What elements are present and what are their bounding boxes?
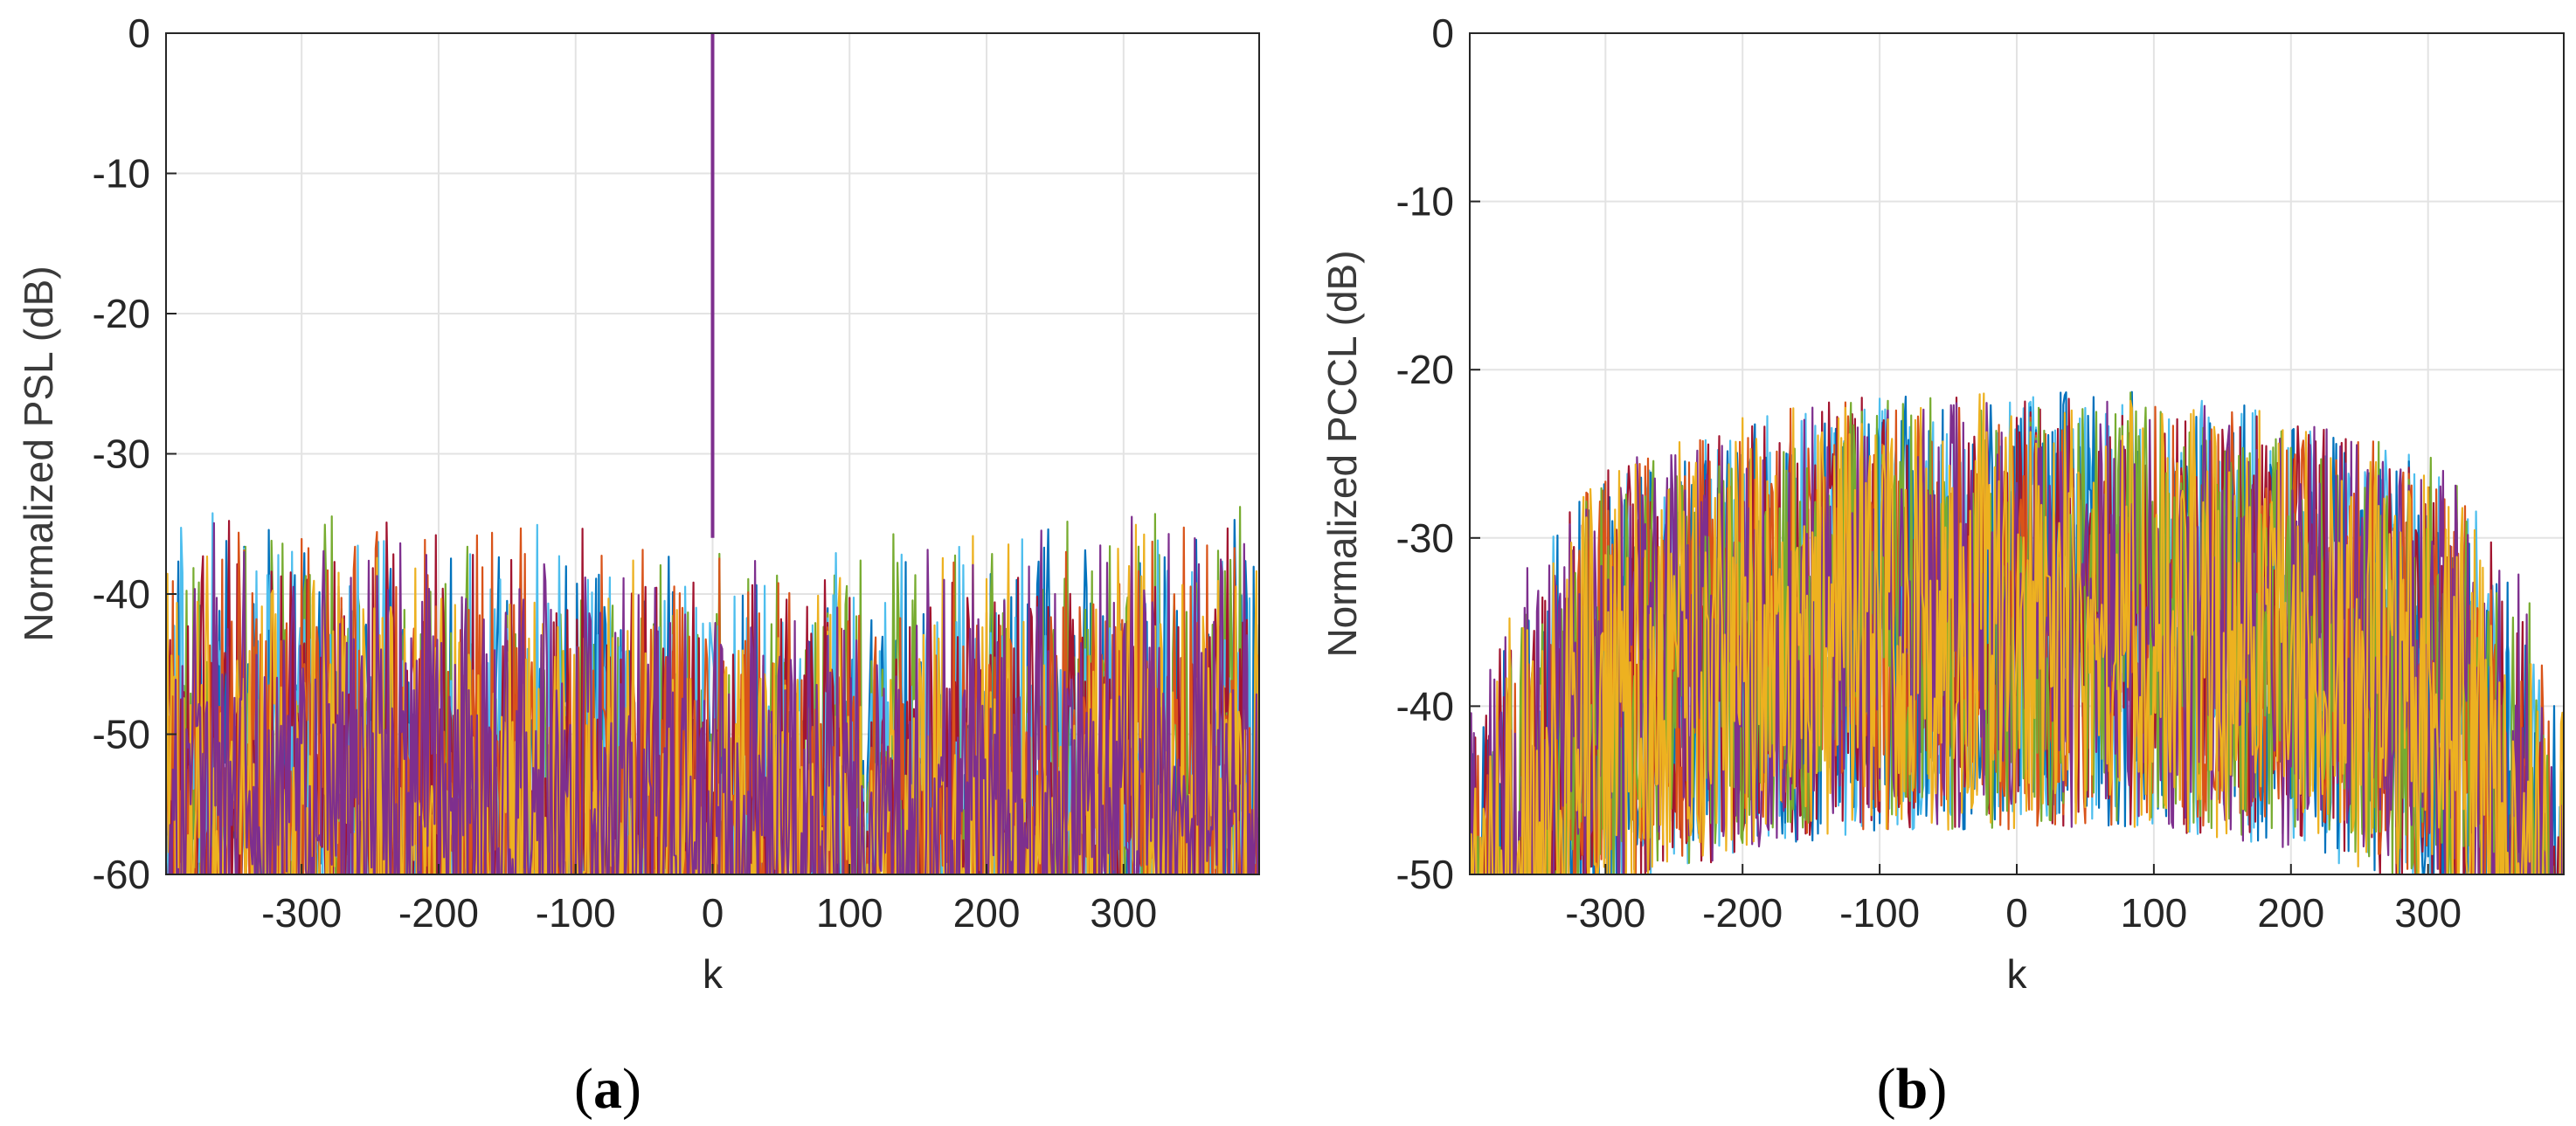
x-tick-label: -300 (261, 890, 342, 936)
y-tick-label: -50 (93, 712, 150, 757)
panel-a-y-axis-label: Normalized PSL (dB) (16, 266, 61, 641)
panel-a-caption-letter: a (593, 1057, 622, 1121)
panel-b-caption-close: ) (1928, 1057, 1947, 1121)
y-tick-label: -30 (93, 432, 150, 477)
x-tick-label: 200 (953, 890, 1021, 936)
panel-b-caption-letter: b (1896, 1057, 1929, 1121)
panel-a-x-ticks: -300 -200 -100 0 100 200 300 (261, 864, 1157, 936)
y-tick-label: -30 (1396, 515, 1454, 561)
y-tick-label: -20 (1396, 347, 1454, 392)
panel-a-caption-close: ) (622, 1057, 641, 1121)
y-tick-label: -60 (93, 852, 150, 897)
y-tick-label: -10 (93, 151, 150, 197)
panel-b-y-ticks: 0 -10 -20 -30 -40 -50 (1396, 10, 1480, 897)
x-tick-label: 100 (2121, 890, 2188, 936)
panel-a-caption-open: ( (574, 1057, 593, 1121)
y-tick-label: -20 (93, 291, 150, 336)
y-tick-label: 0 (1431, 10, 1454, 56)
panel-b-series-group (1470, 390, 2564, 874)
y-tick-label: -40 (1396, 683, 1454, 729)
panel-a-psl-chart: -300 -200 -100 0 100 200 300 0 -10 -20 -30 -40 -50 -… (16, 10, 1260, 1121)
panel-b-caption-open: ( (1877, 1057, 1896, 1121)
x-tick-label: 0 (702, 890, 724, 936)
x-tick-label: 200 (2257, 890, 2324, 936)
x-tick-label: -200 (1702, 890, 1783, 936)
panel-b-caption: (b) (1877, 1057, 1948, 1121)
x-tick-label: -100 (1839, 890, 1920, 936)
panel-b-y-axis-label: Normalized PCCL (dB) (1319, 250, 1365, 657)
panel-b-pccl-chart: -300 -200 -100 0 100 200 300 0-10-20-30-40-50 … (1319, 10, 2565, 1121)
x-tick-label: -200 (398, 890, 479, 936)
series-line-7 (166, 515, 1259, 874)
panel-b-x-ticks: -300 -200 -100 0 100 200 300 (1565, 864, 2462, 936)
panel-a-series-group (166, 506, 1259, 874)
x-tick-label: 300 (1090, 890, 1157, 936)
x-tick-label: 0 (2005, 890, 2028, 936)
y-tick-label: -50 (1396, 852, 1454, 897)
panel-a-caption: (a) (574, 1057, 641, 1121)
panel-a-y-ticks: 0 -10 -20 -30 -40 -50 -60 (93, 10, 177, 897)
x-tick-label: -300 (1565, 890, 1645, 936)
x-tick-label: 100 (816, 890, 883, 936)
x-tick-label: 300 (2394, 890, 2462, 936)
y-tick-label: -10 (1396, 179, 1454, 225)
panel-a-x-axis-label: k (703, 951, 724, 997)
series-line-5 (1470, 391, 2564, 874)
x-tick-label: -100 (536, 890, 616, 936)
y-tick-label: -40 (93, 571, 150, 617)
panel-b-x-axis-label: k (2007, 951, 2028, 997)
series-line-7 (1470, 392, 2564, 874)
y-tick-label: 0 (128, 10, 150, 56)
